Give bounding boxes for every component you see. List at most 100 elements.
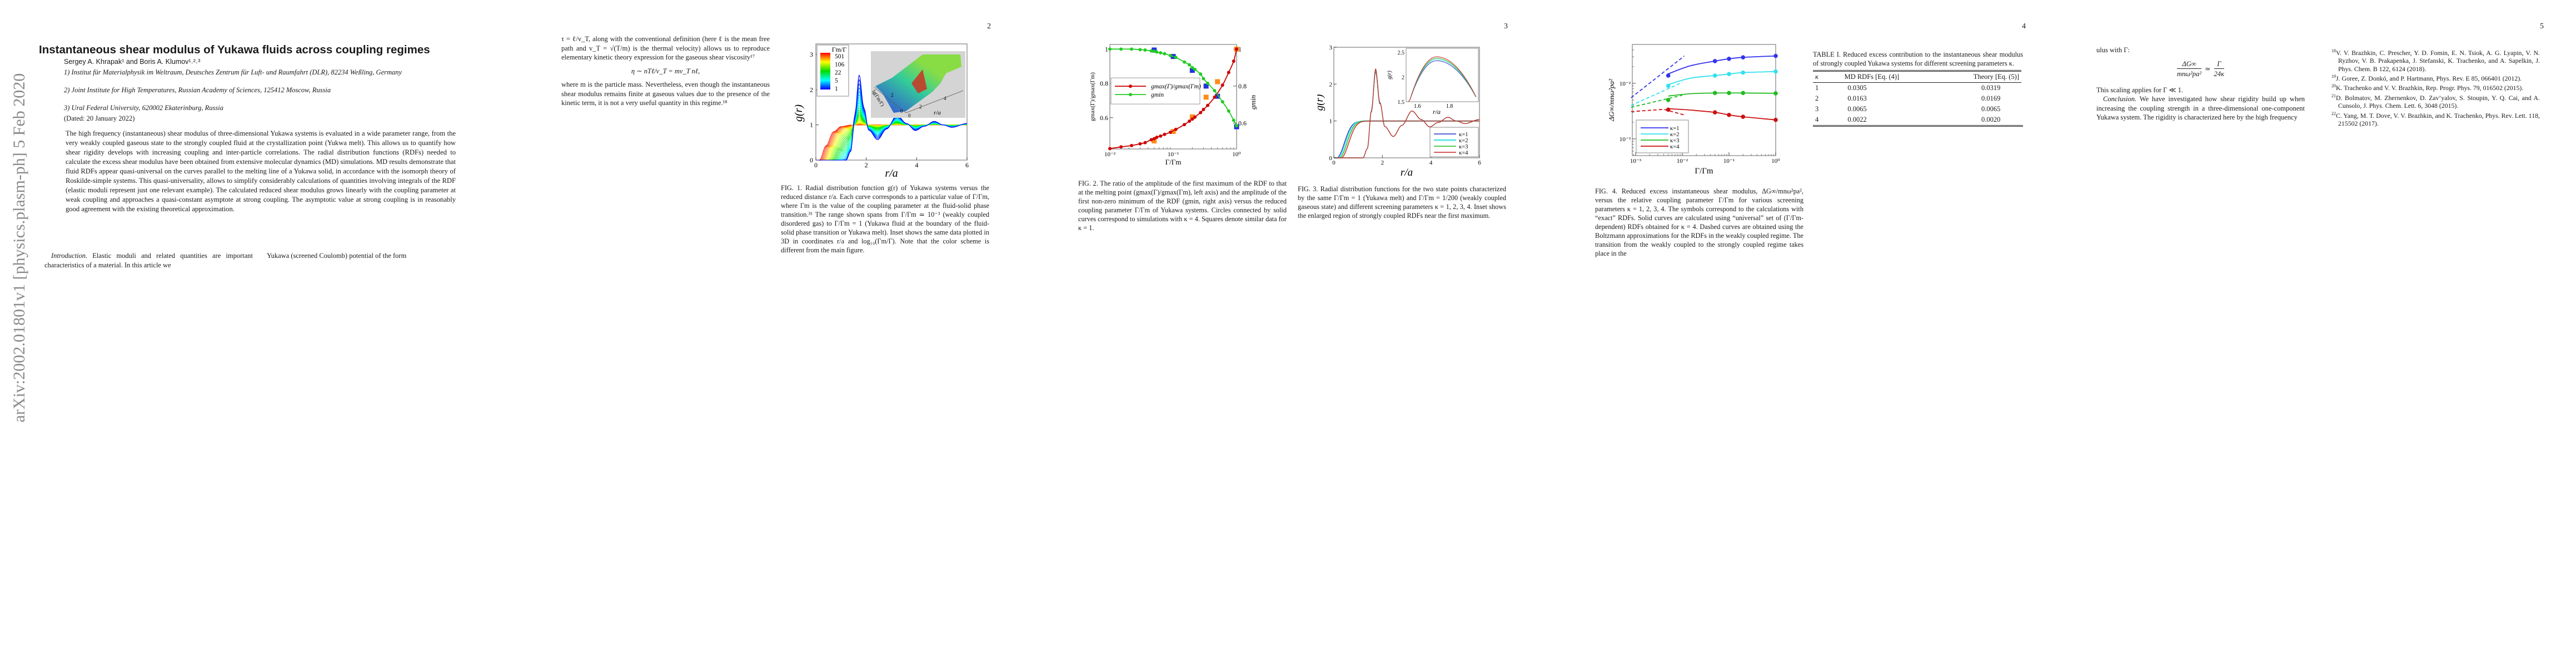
exact-rdf-point xyxy=(1741,115,1746,119)
y-tick-label: 10⁻² xyxy=(1620,81,1631,87)
data-square xyxy=(1215,79,1220,84)
g-of-r-curve xyxy=(816,113,967,161)
plot-frame xyxy=(1109,44,1237,150)
affiliation-3: 3) Ural Federal University, 620002 Ekate… xyxy=(64,104,224,112)
left-y-axis-label: gmax(Γ)/gmax(Γm) xyxy=(1089,72,1096,121)
data-point xyxy=(1138,142,1142,146)
data-point xyxy=(1168,53,1172,57)
table-bottom-rule xyxy=(1813,125,2023,127)
universal-rdf-curve xyxy=(1668,92,1776,97)
figure-4-caption: FIG. 4. Reduced excess instantaneous she… xyxy=(1595,187,1803,257)
colorbar-label: 1 xyxy=(835,86,838,92)
table-1-caption: TABLE I. Reduced excess contribution to … xyxy=(1813,51,2023,67)
scaling-equation: ΔG∞ mnω²pa² ≃ Γ 24κ xyxy=(2096,59,2305,79)
data-point xyxy=(1188,63,1192,67)
page-number-3: 3 xyxy=(1504,22,1508,31)
data-point xyxy=(1188,119,1192,123)
table-cell-kappa: 3 xyxy=(1815,105,1819,113)
reference-number: 19 xyxy=(2331,74,2336,79)
table-row: 4 0.0022 0.0020 xyxy=(1813,115,2021,125)
data-point xyxy=(1190,66,1194,69)
exact-rdf-point xyxy=(1773,117,1778,122)
data-point xyxy=(1108,147,1112,151)
y-axis-label: g(r) xyxy=(795,104,805,122)
table-cell-kappa: 4 xyxy=(1815,116,1819,123)
x-tick-label: 10⁻² xyxy=(1104,151,1116,158)
data-point xyxy=(1168,131,1172,135)
exact-rdf-point xyxy=(1712,73,1717,78)
x-tick-label: 4 xyxy=(1429,160,1433,166)
reference-number: 20 xyxy=(2331,83,2336,89)
data-point xyxy=(1220,100,1224,104)
g-of-r-curve xyxy=(816,112,967,161)
eq-relation: ≃ xyxy=(2205,64,2211,73)
reference-text: V. V. Brazhkin, C. Prescher, Y. D. Fomin… xyxy=(2336,48,2540,73)
legend-label: κ=3 xyxy=(1670,138,1679,144)
intro-text: Elastic moduli and related quantities ar… xyxy=(44,252,253,269)
data-point xyxy=(1143,141,1147,145)
arxiv-stamp: arXiv:2002.01801v1 [physics.plasm-ph] 5 … xyxy=(10,73,28,422)
legend-box xyxy=(1429,127,1479,157)
data-point xyxy=(1163,52,1167,56)
boltzmann-dashed-curve xyxy=(1631,56,1685,98)
legend-label: κ=2 xyxy=(1670,132,1679,138)
reference-number: 18 xyxy=(2331,48,2336,53)
data-point xyxy=(1152,49,1156,53)
y-tick-label: 0 xyxy=(810,156,813,164)
inset-frame xyxy=(1406,48,1479,102)
reference-item: 22C. Yang, M. T. Dove, V. V. Brazhkin, a… xyxy=(2331,110,2540,128)
table-cell-theory: 0.0169 xyxy=(1981,94,2001,102)
mass-text: where m is the particle mass. Neverthele… xyxy=(561,81,770,107)
page-number-4: 4 xyxy=(2022,22,2026,31)
viscosity-equation: η ∼ nTℓ/v_T = mv_T nℓ, xyxy=(631,67,700,75)
legend-box xyxy=(1636,120,1689,153)
legend-label: κ=2 xyxy=(1459,138,1468,144)
x-axis-label: Γ/Γm xyxy=(1165,158,1182,166)
legend-label: κ=4 xyxy=(1459,150,1468,156)
exact-rdf-point xyxy=(1773,91,1778,96)
y-tick-label: 1 xyxy=(1329,118,1333,125)
colorbar-label: 22 xyxy=(835,69,841,76)
strong-rdf-curve xyxy=(1334,68,1480,158)
x-axis-label: r/a xyxy=(885,167,898,180)
exact-rdf-point xyxy=(1727,57,1731,61)
data-point xyxy=(1232,118,1235,122)
exact-rdf-point xyxy=(1666,73,1671,78)
inset-curve xyxy=(1408,60,1477,102)
plot-frame xyxy=(1333,47,1480,158)
table-row: 2 0.0163 0.0169 xyxy=(1813,93,2021,104)
reference-item: 18V. V. Brazhkin, C. Prescher, Y. D. Fom… xyxy=(2331,47,2540,73)
right-y-tick-label: 1 xyxy=(1238,45,1242,53)
lead-text: ulus with Γ: xyxy=(2096,46,2130,54)
legend-label: κ=3 xyxy=(1459,144,1468,150)
legend-label: gmin xyxy=(1151,92,1164,98)
colorbar-label: 501 xyxy=(835,53,845,60)
data-point xyxy=(1130,47,1134,51)
exact-rdf-point xyxy=(1727,91,1731,96)
table-header-md: MD RDFs [Eq. (4)] xyxy=(1825,71,1919,83)
left-y-tick-label: 1 xyxy=(1105,45,1108,53)
x-axis-label: r/a xyxy=(1401,167,1413,178)
legend-marker xyxy=(1129,84,1132,88)
data-point xyxy=(1227,109,1230,113)
table-row: 1 0.0305 0.0319 xyxy=(1813,83,2021,94)
exact-rdf-point xyxy=(1727,112,1731,117)
x-tick-label: 10⁻² xyxy=(1677,158,1688,165)
data-square xyxy=(1189,114,1195,120)
affiliation-2: 2) Joint Institute for High Temperatures… xyxy=(64,86,331,94)
legend-marker xyxy=(1129,93,1132,97)
inset-z-tick-label: 0 xyxy=(900,108,903,114)
table-header-kappa: κ xyxy=(1813,71,1826,83)
table-cell-md: 0.0022 xyxy=(1847,116,1867,123)
x-tick-label: 4 xyxy=(915,161,918,169)
data-point xyxy=(1235,47,1238,51)
right-column-p1: Yukawa (screened Coulomb) potential of t… xyxy=(267,251,475,261)
exact-rdf-point xyxy=(1741,55,1746,60)
figure-1-caption: FIG. 1. Radial distribution function g(r… xyxy=(781,184,989,254)
y-axis-label: ΔG∞/mnω²pa² xyxy=(1609,78,1616,122)
table-cell-kappa: 1 xyxy=(1815,84,1819,92)
references-list: 18V. V. Brazhkin, C. Prescher, Y. D. Fom… xyxy=(2331,47,2540,127)
left-y-tick-label: 0.8 xyxy=(1100,79,1108,87)
x-tick-label: 2 xyxy=(1381,160,1384,166)
reference-text: C. Yang, M. T. Dove, V. V. Brazhkin, and… xyxy=(2336,111,2540,127)
